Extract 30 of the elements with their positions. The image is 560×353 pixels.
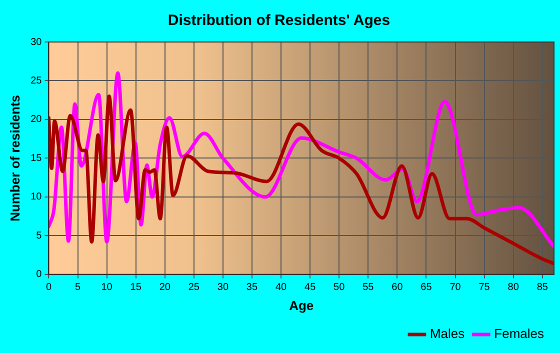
y-tick-label: 15 (30, 152, 42, 164)
x-tick-label: 75 (478, 282, 490, 294)
y-tick-label: 25 (30, 75, 42, 86)
x-tick-label: 60 (392, 282, 404, 294)
x-tick-label: 50 (334, 282, 346, 294)
x-tick-label: 70 (450, 282, 462, 294)
y-tick-label: 30 (30, 36, 42, 48)
y-tick-label: 0 (36, 269, 42, 280)
y-tick-label: 10 (30, 192, 42, 203)
y-tick-label: 5 (36, 230, 42, 242)
x-tick-label: 0 (46, 282, 52, 294)
x-tick-label: 45 (304, 282, 316, 294)
x-tick-label: 5 (74, 282, 81, 294)
x-tick-label: 80 (508, 282, 520, 294)
x-tick-label: 65 (420, 282, 432, 294)
chart-title: Distribution of Residents' Ages (168, 12, 390, 30)
y-axis-title: Number of residents (7, 94, 22, 222)
x-tick-label: 10 (101, 282, 113, 294)
x-tick-label: 85 (536, 282, 548, 294)
y-tick-label: 20 (30, 114, 42, 126)
x-tick-label: 25 (188, 282, 200, 294)
legend-label: Females (494, 326, 544, 342)
x-tick-label: 20 (159, 282, 171, 294)
x-tick-label: 55 (362, 282, 374, 294)
x-tick-label: 30 (217, 282, 229, 294)
x-tick-label: 15 (130, 282, 142, 294)
x-axis-title: Age (289, 298, 314, 313)
x-tick-label: 35 (246, 282, 258, 294)
legend-label: Males (430, 326, 466, 342)
x-tick-label: 40 (275, 282, 288, 294)
